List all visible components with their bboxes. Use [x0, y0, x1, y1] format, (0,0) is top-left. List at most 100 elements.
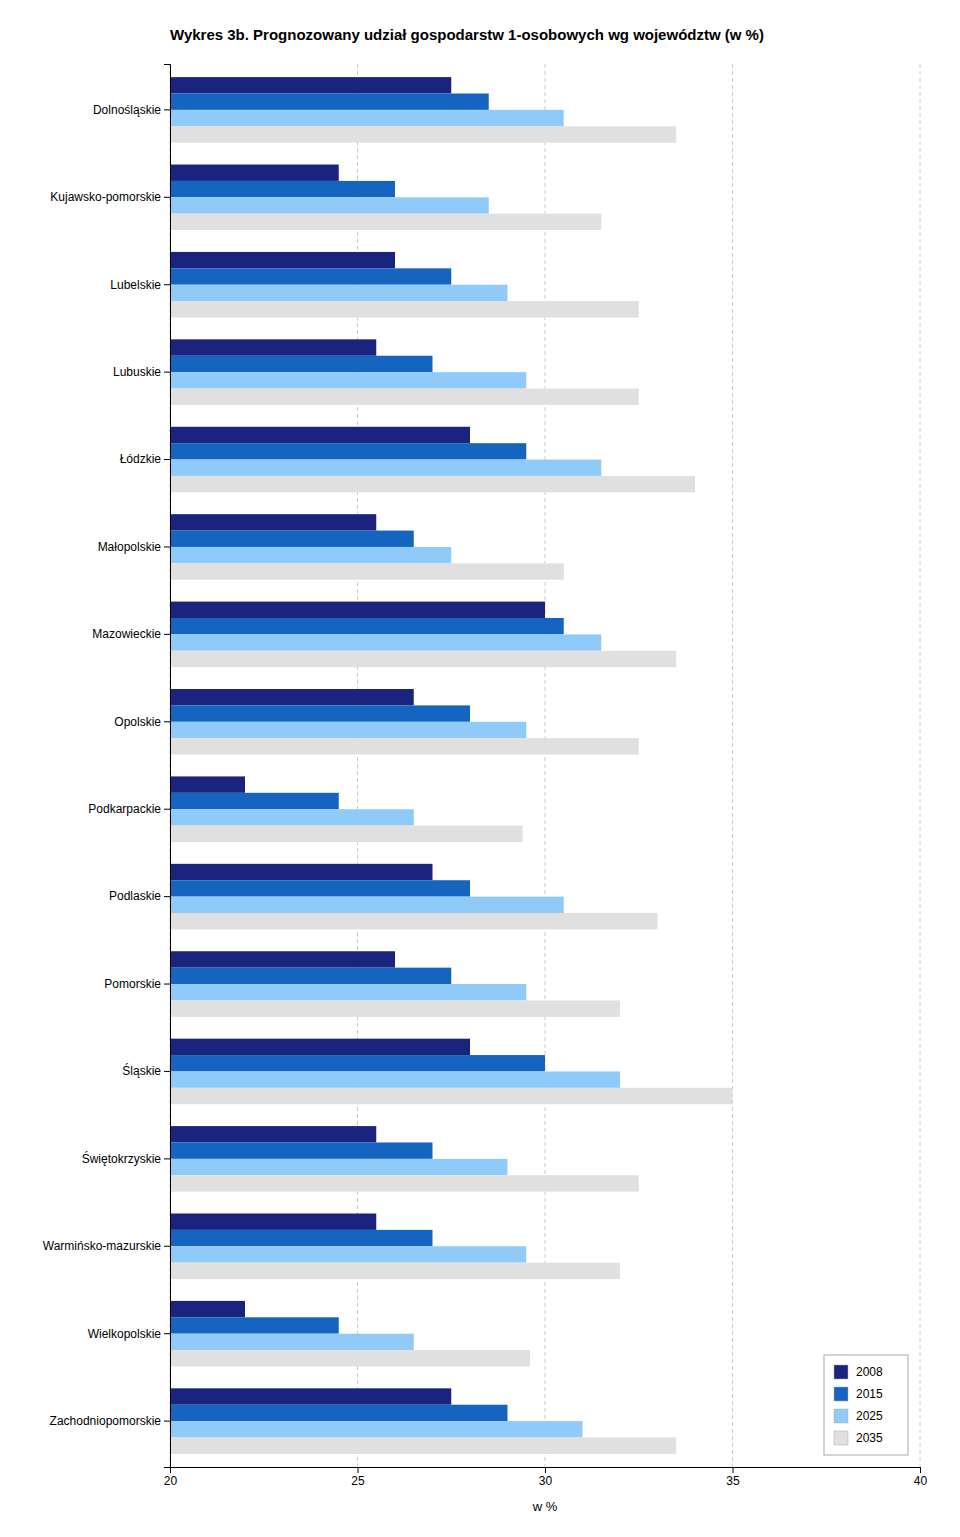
tick-mark: [733, 1467, 734, 1473]
bar: [170, 1000, 620, 1016]
tick: Kujawsko-pomorskie: [50, 190, 170, 204]
legend-swatch: [834, 1365, 848, 1379]
tick-label: 35: [726, 1474, 740, 1488]
bar: [170, 476, 695, 492]
tick-label: Zachodniopomorskie: [50, 1414, 162, 1428]
tick-label: Łódzkie: [120, 452, 162, 466]
legend-swatch: [834, 1387, 848, 1401]
tick-label: 20: [164, 1474, 178, 1488]
bar: [170, 809, 414, 825]
tick-label: Śląskie: [122, 1063, 161, 1078]
chart: 2025303540DolnośląskieKujawsko-pomorskie…: [0, 0, 960, 1537]
tick: Śląskie: [122, 1063, 170, 1078]
bar: [170, 443, 526, 459]
tick-mark: [164, 109, 170, 110]
bar: [170, 301, 639, 317]
tick-mark: [164, 284, 170, 285]
tick: Opolskie: [114, 715, 170, 729]
legend-frame: [824, 1355, 908, 1455]
bar: [170, 651, 676, 667]
tick: Świętokrzyskie: [82, 1151, 170, 1166]
grid-line: [732, 64, 733, 1467]
x-axis: 20 25 30 35 40: [164, 1467, 928, 1488]
bar: [170, 1301, 245, 1317]
tick-label: Wielkopolskie: [88, 1327, 162, 1341]
legend-item: 2035: [834, 1431, 883, 1445]
bar: [170, 1230, 433, 1246]
bar: [170, 897, 564, 913]
tick-mark: [164, 984, 170, 985]
grid-line: [920, 64, 921, 1467]
tick-label: Podlaskie: [109, 889, 161, 903]
tick-mark: [164, 546, 170, 547]
bar: [170, 427, 470, 443]
bar: [170, 689, 414, 705]
bar: [170, 793, 339, 809]
bar: [170, 514, 376, 530]
bar: [170, 1405, 508, 1421]
legend-label: 2015: [856, 1387, 883, 1401]
bar: [170, 372, 526, 388]
legend-label: 2035: [856, 1431, 883, 1445]
legend-label: 2008: [856, 1365, 883, 1379]
tick-mark: [164, 896, 170, 897]
axis-line: [164, 65, 171, 1468]
tick-label: Dolnośląskie: [93, 103, 161, 117]
tick: Podkarpackie: [88, 802, 170, 816]
tick-label: Małopolskie: [98, 540, 162, 554]
bar: [170, 1334, 414, 1350]
tick: Łódzkie: [120, 452, 170, 466]
tick: Warmińsko-mazurskie: [43, 1239, 170, 1253]
legend-item: 2008: [834, 1365, 883, 1379]
tick-label: Mazowieckie: [92, 627, 161, 641]
bar: [170, 880, 470, 896]
tick-mark: [164, 721, 170, 722]
bar: [170, 1437, 676, 1453]
bar: [170, 705, 470, 721]
tick-label: Kujawsko-pomorskie: [50, 190, 161, 204]
bar: [170, 1126, 376, 1142]
bar: [170, 252, 395, 268]
bar: [170, 722, 526, 738]
tick: 25: [351, 1467, 365, 1488]
background: [0, 0, 960, 1537]
bar: [170, 1246, 526, 1262]
bar: [170, 1213, 376, 1229]
tick-mark: [164, 459, 170, 460]
bar: [170, 618, 564, 634]
tick-label: Lubuskie: [113, 365, 161, 379]
tick-label: 40: [914, 1474, 928, 1488]
tick: Lubuskie: [113, 365, 170, 379]
tick-mark: [164, 372, 170, 373]
bar: [170, 94, 489, 110]
bar: [170, 1039, 470, 1055]
tick-mark: [164, 1333, 170, 1334]
tick: Lubelskie: [110, 278, 170, 292]
legend-swatch: [834, 1409, 848, 1423]
bar: [170, 547, 451, 563]
tick-mark: [164, 809, 170, 810]
bar: [170, 285, 508, 301]
x-axis-title: w %: [532, 1499, 558, 1514]
y-axis: Dolnośląskie Kujawsko-pomorskie Lubelskie L…: [43, 65, 171, 1468]
tick: 30: [539, 1467, 553, 1488]
bar: [170, 1175, 639, 1191]
bar: [170, 197, 489, 213]
bar: [170, 460, 601, 476]
tick-label: Lubelskie: [110, 278, 161, 292]
axis-line: [171, 1468, 921, 1474]
grid-line: [545, 64, 546, 1467]
legend-item: 2025: [834, 1409, 883, 1423]
tick-label: Podkarpackie: [88, 802, 161, 816]
legend-item: 2015: [834, 1387, 883, 1401]
bar: [170, 776, 245, 792]
bar: [170, 968, 451, 984]
bar: [170, 531, 414, 547]
tick-label: Opolskie: [114, 715, 161, 729]
tick-mark: [164, 1158, 170, 1159]
tick: Małopolskie: [98, 540, 170, 554]
bar: [170, 1388, 451, 1404]
bar: [170, 951, 395, 967]
bar: [170, 984, 526, 1000]
bar: [170, 214, 601, 230]
